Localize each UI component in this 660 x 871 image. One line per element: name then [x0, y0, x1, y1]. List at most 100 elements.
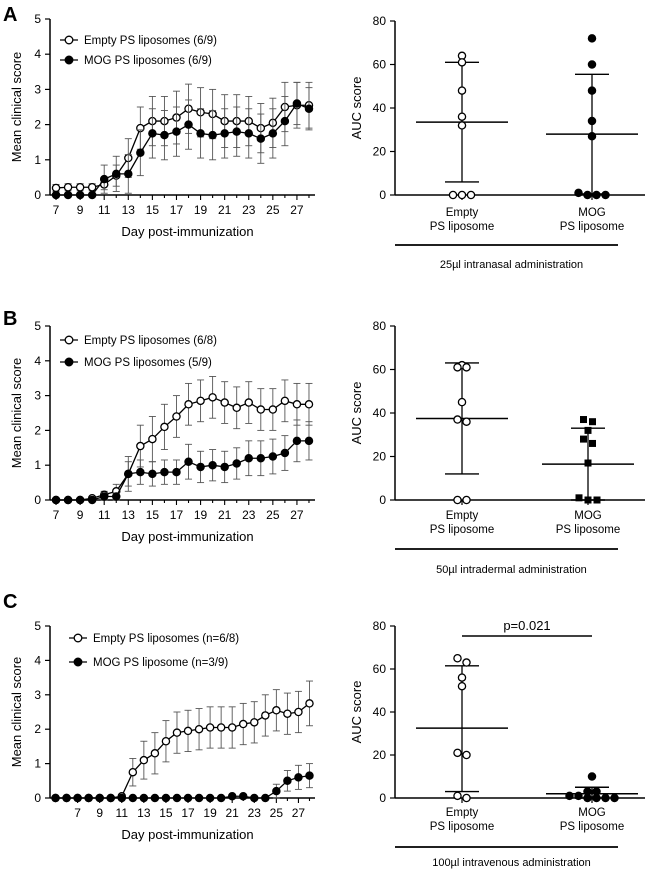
data-point	[305, 771, 314, 780]
y-tick-label: 0	[379, 493, 386, 507]
data-point	[128, 767, 138, 777]
y-tick-label: 20	[373, 145, 387, 159]
data-point	[584, 459, 592, 467]
data-point	[63, 183, 73, 192]
data-point	[261, 793, 270, 803]
y-tick-label: 20	[373, 748, 387, 762]
x-tick-label: 9	[77, 203, 84, 217]
data-point	[183, 726, 193, 736]
data-point	[112, 492, 121, 501]
data-point	[610, 793, 619, 803]
x-axis-title: Day post-immunization	[121, 529, 253, 544]
y-tick-label: 20	[373, 450, 387, 464]
data-point	[294, 773, 303, 782]
x-tick-label: 21	[218, 203, 232, 217]
data-point	[128, 793, 138, 803]
panel-letter: A	[3, 4, 17, 26]
data-point	[172, 127, 181, 136]
x-tick-label: 21	[226, 806, 240, 820]
data-point	[75, 183, 85, 192]
y-tick-label: 3	[34, 82, 41, 96]
data-point	[196, 462, 205, 472]
data-point	[292, 436, 302, 446]
data-point	[601, 793, 610, 803]
data-point	[75, 190, 85, 200]
data-point	[457, 681, 467, 691]
category-label: PS liposome	[560, 221, 625, 233]
category-label: MOG	[578, 807, 606, 819]
y-tick-label: 80	[373, 319, 387, 333]
data-point	[62, 793, 71, 803]
data-point	[457, 86, 467, 95]
data-point	[261, 711, 270, 720]
data-point	[208, 393, 217, 402]
x-tick-label: 27	[292, 806, 306, 820]
p-value: p=0.021	[503, 618, 550, 633]
x-tick-label: 23	[242, 203, 256, 217]
data-point	[587, 86, 597, 95]
category-label: PS liposome	[430, 221, 495, 233]
data-point	[150, 793, 160, 803]
data-point	[580, 416, 587, 424]
data-point	[184, 457, 193, 466]
admin-label: 50µl intradermal administration	[436, 564, 587, 576]
data-point	[172, 467, 181, 477]
data-point	[283, 776, 292, 786]
x-tick-label: 25	[266, 203, 280, 217]
data-point	[220, 398, 229, 407]
data-point	[304, 400, 314, 409]
legend-marker	[64, 335, 74, 345]
data-point	[462, 417, 471, 426]
data-point	[256, 134, 266, 143]
data-point	[256, 405, 266, 414]
data-point	[51, 495, 61, 505]
x-tick-label: 13	[122, 203, 136, 217]
y-tick-label: 1	[34, 757, 41, 771]
data-point	[587, 132, 597, 141]
data-point	[117, 793, 127, 803]
data-point	[466, 190, 476, 200]
data-point	[592, 190, 601, 200]
y-tick-label: 1	[34, 458, 41, 472]
data-point	[227, 723, 237, 732]
category-label: PS liposome	[430, 821, 495, 833]
data-point	[227, 792, 237, 801]
data-point	[136, 441, 145, 451]
data-point	[256, 453, 266, 463]
data-point	[87, 495, 97, 505]
data-point	[208, 460, 217, 470]
legend-marker	[64, 55, 74, 65]
data-point	[244, 129, 253, 138]
data-point	[292, 400, 302, 409]
legend: Empty PS liposomes (n=6/8) MOG PS liposom…	[69, 633, 239, 669]
x-tick-label: 27	[290, 508, 304, 522]
data-point	[453, 791, 462, 801]
series-mog	[51, 419, 314, 505]
data-point	[232, 403, 241, 413]
data-point	[194, 793, 204, 803]
legend-entry: Empty PS liposomes (6/8)	[84, 335, 217, 347]
data-point	[84, 793, 93, 803]
data-point	[575, 494, 583, 502]
data-point	[592, 793, 601, 803]
y-axis-title: Mean clinical score	[9, 657, 24, 768]
auc-group-mog	[546, 34, 638, 200]
data-point	[574, 188, 583, 198]
data-point	[172, 412, 181, 421]
data-point	[232, 127, 241, 136]
data-point	[580, 435, 587, 443]
data-point	[238, 792, 248, 801]
series-line	[55, 774, 310, 799]
x-tick-label: 11	[98, 203, 111, 217]
x-tick-label: 17	[181, 806, 195, 820]
series-line	[55, 702, 310, 799]
data-point	[136, 467, 145, 477]
y-tick-label: 60	[373, 58, 387, 72]
data-point	[574, 791, 583, 801]
data-point	[268, 452, 278, 461]
y-tick-label: 0	[34, 188, 41, 202]
y-tick-label: 2	[34, 423, 41, 437]
x-tick-label: 17	[170, 508, 184, 522]
